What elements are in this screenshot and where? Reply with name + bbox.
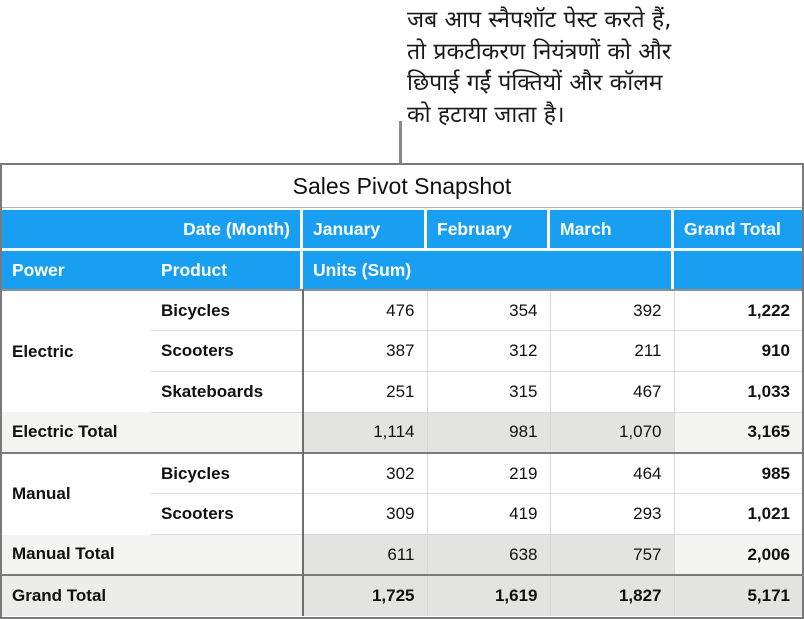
value-cell[interactable]: 309: [302, 493, 427, 535]
header-row-months: Date (Month) January February March Gran…: [2, 210, 802, 248]
subtotal-row: Electric Total 1,114 981 1,070 3,165: [2, 411, 802, 453]
value-cell[interactable]: 354: [426, 290, 550, 331]
subtotal-label[interactable]: Manual Total: [2, 534, 151, 576]
header-date-month[interactable]: Date (Month): [2, 210, 303, 248]
subtotal-total-cell[interactable]: 3,165: [673, 411, 802, 453]
callout-pointer-line: [399, 121, 402, 163]
header-units[interactable]: Units (Sum): [303, 251, 674, 289]
value-cell[interactable]: 315: [426, 371, 550, 413]
header-grand-total-blank[interactable]: [674, 251, 802, 289]
subtotal-spacer[interactable]: [151, 411, 303, 453]
product-cell[interactable]: Scooters: [151, 493, 303, 535]
table-row: Electric Bicycles 476 354 392 1,222: [2, 290, 802, 361]
grand-total-value-cell[interactable]: 1,827: [549, 574, 674, 616]
callout-line-2: तो प्रकटीकरण नियंत्रणों को और: [407, 38, 672, 65]
grand-total-label[interactable]: Grand Total: [2, 574, 151, 616]
grand-total-spacer[interactable]: [151, 574, 303, 616]
subtotal-row: Manual Total 611 638 757 2,006: [2, 534, 802, 576]
header-january[interactable]: January: [303, 210, 427, 248]
table-row: Manual Bicycles 302 219 464 985: [2, 452, 802, 535]
value-cell[interactable]: 476: [302, 290, 427, 331]
grand-total-value-cell[interactable]: 1,619: [426, 574, 550, 616]
header-row-fields: Power Product Units (Sum): [2, 251, 802, 289]
subtotal-spacer[interactable]: [151, 534, 303, 576]
subtotal-value-cell[interactable]: 1,114: [302, 411, 427, 453]
subtotal-value-cell[interactable]: 1,070: [549, 411, 674, 453]
value-cell[interactable]: 312: [426, 330, 550, 372]
subtotal-label[interactable]: Electric Total: [2, 412, 151, 453]
table-row: Scooters 387 312 211 910: [2, 330, 802, 372]
callout-line-3: छिपाई गईं पंक्तियों और कॉलम: [407, 70, 663, 96]
power-group-cell[interactable]: Manual: [2, 452, 151, 535]
product-cell[interactable]: Bicycles: [151, 452, 303, 494]
row-total-cell[interactable]: 1,222: [673, 290, 802, 331]
value-cell[interactable]: 293: [549, 493, 674, 535]
header-grand-total[interactable]: Grand Total: [674, 210, 802, 248]
product-cell[interactable]: Scooters: [151, 330, 303, 372]
table-row: Skateboards 251 315 467 1,033: [2, 371, 802, 413]
header-february[interactable]: February: [427, 210, 550, 248]
row-total-cell[interactable]: 985: [673, 452, 802, 494]
value-cell[interactable]: 387: [302, 330, 427, 372]
subtotal-value-cell[interactable]: 611: [302, 534, 427, 576]
table-row: Scooters 309 419 293 1,021: [2, 493, 802, 535]
row-total-cell[interactable]: 910: [673, 330, 802, 372]
grand-total-row: Grand Total 1,725 1,619 1,827 5,171: [2, 574, 802, 616]
subtotal-value-cell[interactable]: 981: [426, 411, 550, 453]
value-cell[interactable]: 211: [549, 330, 674, 372]
row-total-cell[interactable]: 1,021: [673, 493, 802, 535]
callout-line-4: को हटाया जाता है।: [407, 101, 565, 128]
power-group-cell[interactable]: Electric: [12, 341, 74, 361]
callout-text: जब आप स्नैपशॉट पेस्ट करते हैं, तो प्रकटी…: [407, 5, 801, 131]
row-total-cell[interactable]: 1,033: [673, 371, 802, 413]
value-cell[interactable]: 419: [426, 493, 550, 535]
value-cell[interactable]: 219: [426, 452, 550, 494]
data-grid: Electric Bicycles 476 354 392 1,222 Scoo…: [2, 289, 802, 616]
value-cell[interactable]: 467: [549, 371, 674, 413]
pivot-table: Sales Pivot Snapshot Date (Month) Januar…: [0, 163, 804, 619]
header-power[interactable]: Power: [2, 251, 151, 289]
table-title[interactable]: Sales Pivot Snapshot: [2, 165, 802, 208]
product-cell[interactable]: Bicycles: [161, 300, 230, 320]
header-march[interactable]: March: [550, 210, 674, 248]
value-cell[interactable]: 464: [549, 452, 674, 494]
value-cell[interactable]: 302: [302, 452, 427, 494]
value-cell[interactable]: 392: [549, 290, 674, 331]
header-product[interactable]: Product: [151, 251, 303, 289]
product-cell[interactable]: Skateboards: [151, 371, 303, 413]
callout-line-1: जब आप स्नैपशॉट पेस्ट करते हैं,: [407, 7, 672, 33]
subtotal-value-cell[interactable]: 757: [549, 534, 674, 576]
subtotal-value-cell[interactable]: 638: [426, 534, 550, 576]
subtotal-total-cell[interactable]: 2,006: [673, 534, 802, 576]
grand-total-total-cell[interactable]: 5,171: [673, 574, 802, 616]
value-cell[interactable]: 251: [302, 371, 427, 413]
grand-total-value-cell[interactable]: 1,725: [302, 574, 427, 616]
